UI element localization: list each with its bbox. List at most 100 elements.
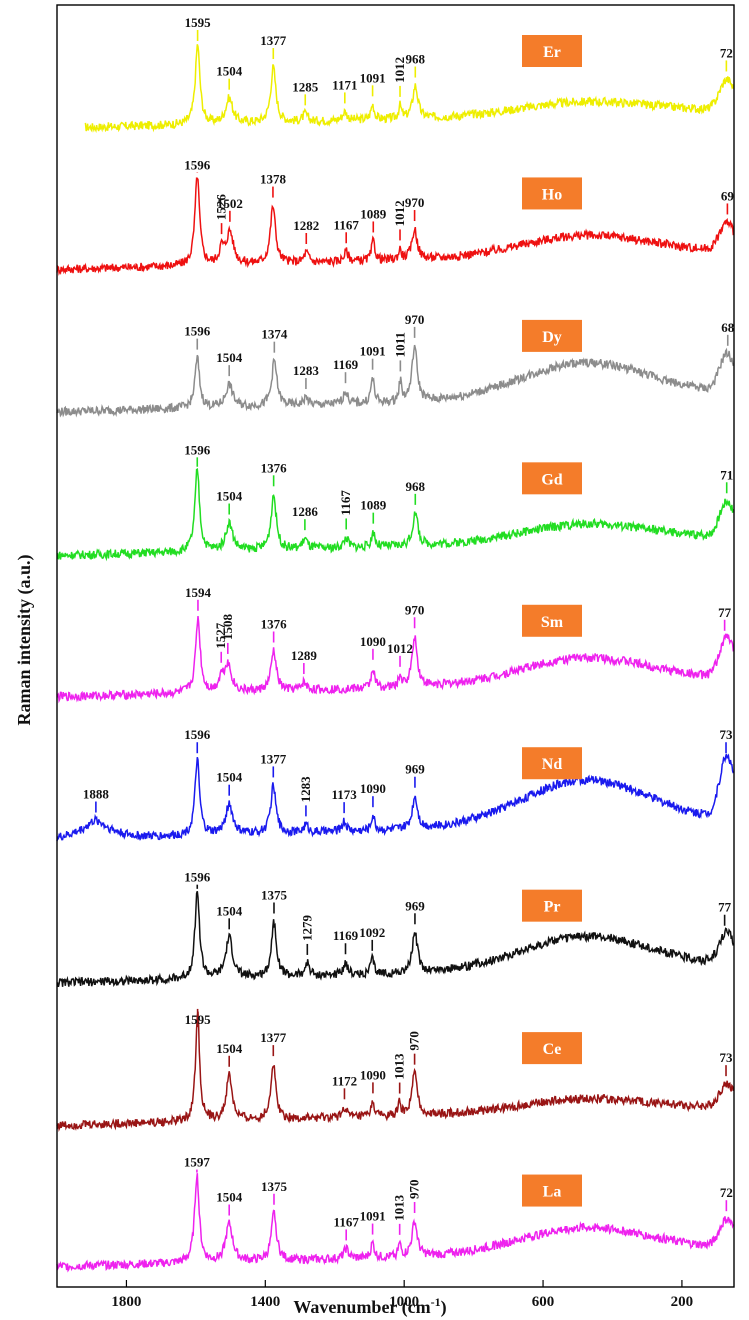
- peak-label: 1378: [260, 172, 287, 187]
- peak-label: 1596: [184, 442, 211, 457]
- spectrum-line: [56, 344, 735, 418]
- x-axis-title-close: ): [441, 1297, 447, 1318]
- plot-frame: [56, 4, 735, 1288]
- peak-label: 1377: [260, 33, 287, 48]
- peak-label: 1089: [360, 206, 387, 221]
- peak-label: 1283: [298, 776, 313, 803]
- element-badge: [522, 462, 582, 495]
- peak-label: 1289: [291, 648, 318, 663]
- peak-label: 1504: [216, 64, 243, 79]
- y-axis-title: Raman intensity (a.u.): [14, 554, 35, 725]
- element-badge: [522, 1032, 582, 1065]
- spectrum-line: [56, 1173, 735, 1273]
- peak-label: 1091: [360, 344, 386, 359]
- spectrum-line: [56, 616, 735, 704]
- x-tick-label: 1400: [250, 1294, 280, 1310]
- peak-label: 1504: [216, 1190, 243, 1205]
- peak-label: 1526: [214, 194, 229, 221]
- peak-label: 1377: [260, 751, 287, 766]
- spectrum-line: [56, 890, 735, 988]
- peak-label: 1285: [292, 79, 319, 94]
- peak-label: 1169: [333, 357, 359, 372]
- element-badge: [522, 747, 582, 780]
- peak-label: 1504: [216, 770, 243, 785]
- peak-label: 69: [721, 188, 735, 203]
- peak-label: 1167: [334, 217, 360, 232]
- peak-label: 1597: [184, 1155, 211, 1170]
- element-badge-label: Gd: [541, 471, 562, 488]
- spectrum-gd: 1596 1504 1376 1286 1167 1089 968 71 Gd: [56, 442, 735, 562]
- x-axis-ticks: 1800 1400 1000 600 200: [111, 1280, 693, 1310]
- peak-label: 77: [718, 900, 732, 915]
- element-badge-label: Ho: [542, 186, 562, 203]
- x-tick-label: 1800: [111, 1294, 141, 1310]
- peak-label: 1011: [392, 332, 407, 357]
- spectrum-line: [84, 44, 735, 134]
- peak-label: 1595: [185, 15, 212, 30]
- peak-label: 970: [405, 312, 425, 327]
- peak-label: 1091: [360, 70, 386, 85]
- peak-label: 1167: [334, 1214, 360, 1229]
- peak-label: 1377: [260, 1030, 287, 1045]
- peak-label: 1013: [392, 1194, 407, 1221]
- x-axis-title-sup: -1: [431, 1295, 441, 1309]
- peak-label: 1169: [333, 928, 359, 943]
- peak-label: 1527: [213, 622, 228, 649]
- element-badge-label: Ce: [543, 1041, 562, 1058]
- element-badge: [522, 604, 582, 637]
- element-badge: [522, 319, 582, 352]
- peak-label: 1282: [293, 218, 319, 233]
- peak-label: 1091: [360, 1209, 386, 1224]
- peak-label: 1279: [299, 914, 314, 941]
- peak-label: 1013: [392, 1053, 407, 1080]
- peak-label: 1283: [293, 363, 320, 378]
- peak-label: 1504: [216, 903, 243, 918]
- peak-label: 71: [720, 467, 733, 482]
- spectrum-nd: 1888 1596 1504 1377 1283 1173 1090 969 73 Nd: [56, 727, 735, 842]
- peak-label: 968: [406, 479, 426, 494]
- peak-label: 1888: [83, 787, 110, 802]
- element-badge: [522, 1174, 582, 1207]
- element-badge: [522, 35, 582, 67]
- spectrum-pr: 1596 1504 1375 1279 1169 1092 969 77 Pr: [56, 870, 735, 988]
- element-badge: [522, 889, 582, 922]
- peak-label: 1090: [360, 634, 386, 649]
- peak-label: 1012: [392, 200, 407, 226]
- peak-label: 1172: [332, 1073, 357, 1088]
- peak-label: 1504: [216, 350, 243, 365]
- x-tick-label: 600: [532, 1294, 555, 1310]
- peak-label: 1596: [184, 727, 211, 742]
- element-badge-label: Nd: [542, 756, 563, 773]
- element-badge-label: La: [543, 1184, 562, 1201]
- peak-label: 969: [405, 898, 425, 913]
- peak-label: 1508: [220, 613, 235, 640]
- peak-label: 1504: [216, 489, 243, 504]
- peak-label: 969: [405, 762, 425, 777]
- peak-label: 1504: [216, 1041, 243, 1056]
- peak-label: 1090: [360, 781, 386, 796]
- spectrum-line: [56, 467, 735, 562]
- peak-label: 1595: [185, 1012, 212, 1027]
- element-badge-label: Dy: [542, 329, 562, 346]
- peak-label: 77: [718, 605, 732, 620]
- peak-label: 1375: [261, 888, 288, 903]
- spectrum-line: [56, 177, 735, 276]
- peak-label: 73: [720, 727, 734, 742]
- peak-label: 970: [407, 1179, 422, 1199]
- spectrum-line: [56, 1011, 735, 1133]
- element-badge-label: Pr: [544, 899, 561, 916]
- peak-label: 72: [720, 1185, 733, 1200]
- peak-label: 1376: [261, 617, 288, 632]
- peak-label: 1286: [292, 504, 319, 519]
- x-axis-title-base: Wavenumber (cm: [293, 1297, 430, 1318]
- peak-label: 1594: [185, 585, 212, 600]
- peak-label: 73: [720, 1050, 734, 1065]
- peak-label: 68: [721, 320, 735, 335]
- x-tick-label: 200: [671, 1294, 694, 1310]
